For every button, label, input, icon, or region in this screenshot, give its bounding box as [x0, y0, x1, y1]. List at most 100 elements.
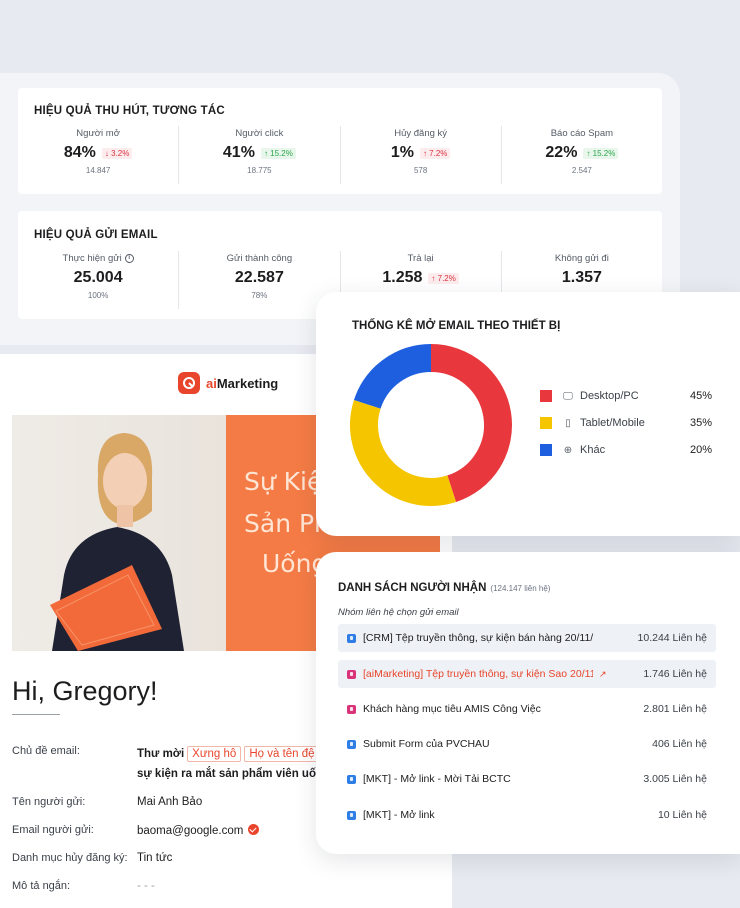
recipients-subtitle: Nhóm liên hệ chọn gửi email	[338, 607, 459, 618]
chart-title: THỐNG KÊ MỞ EMAIL THEO THIẾT BỊ	[352, 320, 561, 332]
recipient-list-row[interactable]: Khách hàng mục tiêu AMIS Công Việc 2.801 …	[338, 695, 716, 723]
legend-value: 35%	[689, 417, 712, 429]
metric-clicks[interactable]: Người click 41% ↑ 15.2% 18.775	[178, 126, 339, 184]
legend-label: Desktop/PC	[580, 390, 639, 402]
metric-delivered[interactable]: Gửi thành công 22.587 78%	[178, 251, 339, 309]
verified-icon	[248, 824, 260, 835]
greeting: Hi, Gregory!	[12, 676, 158, 706]
personalization-tag[interactable]: Họ và tên đệ	[244, 746, 320, 762]
donut-slice-desktop-pc[interactable]	[430, 344, 512, 503]
trend-badge: ↓ 3.2%	[101, 147, 133, 159]
metric-label: Người click	[235, 128, 284, 139]
subject-line2: sự kiện ra mắt sản phẩm viên uố	[137, 768, 316, 780]
metric-label: Không gửi đi	[554, 253, 609, 264]
metric-value: 41%	[222, 144, 255, 161]
metric-sub: 78%	[251, 291, 268, 300]
crm-icon	[347, 633, 356, 643]
engagement-box: HIỆU QUẢ THU HÚT, TƯƠNG TÁC Người mở 84%…	[18, 88, 662, 194]
metric-value: 25.004	[73, 269, 123, 286]
logo-icon	[178, 372, 200, 394]
donut-chart	[350, 344, 512, 506]
crm-icon	[347, 739, 356, 749]
description-value: - - -	[137, 880, 155, 892]
mobile-icon: ▯	[565, 417, 571, 429]
metric-bounced[interactable]: Trả lại 1.258 ↑ 7.2%	[339, 251, 501, 309]
hero-photo	[12, 415, 226, 651]
crm-icon	[347, 810, 356, 820]
trend-badge: ↑ 7.2%	[419, 147, 451, 159]
unsubscribe-label: Danh mục hủy đăng ký:	[12, 852, 128, 864]
sender-email-label: Email người gửi:	[12, 824, 94, 836]
recipients-title: DANH SÁCH NGƯỜI NHẬN	[338, 582, 487, 594]
recipient-list-row[interactable]: [CRM] Tệp truyền thông, sự kiện bán hàng…	[338, 624, 716, 652]
recipient-list-row[interactable]: [aiMarketing] Tệp truyền thông, sự kiện …	[338, 660, 716, 688]
recipients-card: DANH SÁCH NGƯỜI NHẬN (124.147 liên hệ) Nh…	[316, 552, 740, 854]
legend-label: Tablet/Mobile	[580, 417, 645, 429]
metric-value: 22%	[545, 144, 578, 161]
brand-prefix: ai	[206, 375, 217, 391]
divider	[12, 714, 60, 715]
globe-icon: ⊕	[563, 444, 573, 456]
metric-sent[interactable]: Thực hiện gửi i 25.004 100%	[18, 251, 178, 309]
metric-label: Trả lại	[407, 253, 434, 264]
metric-value: 84%	[63, 144, 96, 161]
desktop-icon: 🖵	[563, 390, 573, 402]
metric-sub: 100%	[87, 291, 109, 300]
legend-swatch	[540, 390, 552, 402]
recipients-total: (124.147 liên hệ)	[490, 584, 551, 593]
sender-value: Mai Anh Bảo	[137, 796, 203, 808]
recipient-list-row[interactable]: [MKT] - Mở link 10 Liên hệ	[338, 801, 716, 829]
info-icon[interactable]: i	[124, 254, 134, 263]
metric-label: Thực hiện gửi	[62, 253, 122, 264]
recipient-count: 1.746 Liên hệ	[643, 668, 707, 680]
metric-not-sent[interactable]: Không gửi đi 1.357	[500, 251, 662, 309]
metric-value: 1.258	[382, 269, 423, 286]
recipient-list-row[interactable]: [MKT] - Mở link - Mời Tải BCTC 3.005 Liên…	[338, 765, 716, 793]
sending-title: HIỆU QUẢ GỬI EMAIL	[34, 229, 158, 241]
recipient-count: 10 Liên hệ	[657, 809, 707, 821]
legend-value: 20%	[689, 444, 712, 456]
device-stats-card: THỐNG KÊ MỞ EMAIL THEO THIẾT BỊ 🖵 Desktop…	[316, 292, 740, 536]
trend-badge: ↑ 15.2%	[583, 147, 619, 159]
sender-email-value: baoma@google.com	[137, 825, 244, 837]
recipient-count: 10.244 Liên hệ	[637, 632, 707, 644]
recipient-group-name: [MKT] - Mở link	[363, 809, 435, 821]
external-link-icon[interactable]: ↗	[599, 668, 607, 679]
metric-count: 578	[413, 166, 428, 175]
legend-value: 45%	[689, 390, 712, 402]
metric-opens[interactable]: Người mở 84% ↓ 3.2% 14.847	[18, 126, 178, 184]
metric-label: Người mở	[76, 128, 120, 139]
metric-count: 14.847	[85, 166, 111, 175]
trend-badge: ↑ 15.2%	[260, 147, 296, 159]
recipient-group-name: Khách hàng mục tiêu AMIS Công Việc	[363, 703, 541, 715]
trend-badge: ↑ 7.2%	[428, 272, 459, 284]
sender-label: Tên người gửi:	[12, 796, 86, 808]
metric-count: 18.775	[247, 166, 272, 175]
metric-count: 2.547	[571, 166, 592, 175]
mkt-icon	[347, 669, 356, 679]
brand-name: Marketing	[216, 375, 279, 391]
subject-label: Chủ đề email:	[12, 745, 80, 757]
legend-item[interactable]: ⊕ Khác 20%	[540, 444, 712, 456]
metric-value: 1%	[390, 144, 414, 161]
brand-logo: aiMarketing	[178, 372, 278, 394]
legend-label: Khác	[580, 444, 606, 456]
metric-unsubscribes[interactable]: Hủy đăng ký 1% ↑ 7.2% 578	[339, 126, 501, 184]
crm-icon	[347, 774, 356, 784]
recipient-list-row[interactable]: Submit Form của PVCHAU 406 Liên hệ	[338, 730, 716, 758]
recipient-count: 406 Liên hệ	[652, 738, 707, 750]
personalization-tag[interactable]: Xưng hô	[187, 746, 242, 762]
recipient-group-name: [MKT] - Mở link - Mời Tải BCTC	[363, 773, 511, 785]
legend-item[interactable]: ▯ Tablet/Mobile 35%	[540, 417, 712, 429]
donut-slice-kh-c[interactable]	[353, 344, 432, 410]
recipient-count: 3.005 Liên hệ	[643, 773, 707, 785]
hero-text: Sản Ph	[244, 509, 330, 538]
mkt-icon	[347, 704, 356, 714]
legend-swatch	[540, 417, 552, 429]
metric-value: 22.587	[234, 269, 284, 286]
recipient-count: 2.801 Liên hệ	[643, 703, 707, 715]
metric-label: Báo cáo Spam	[550, 128, 614, 139]
legend-item[interactable]: 🖵 Desktop/PC 45%	[540, 390, 712, 402]
donut-slice-tablet-mobile[interactable]	[350, 399, 457, 506]
metric-spam-reports[interactable]: Báo cáo Spam 22% ↑ 15.2% 2.547	[500, 126, 662, 184]
